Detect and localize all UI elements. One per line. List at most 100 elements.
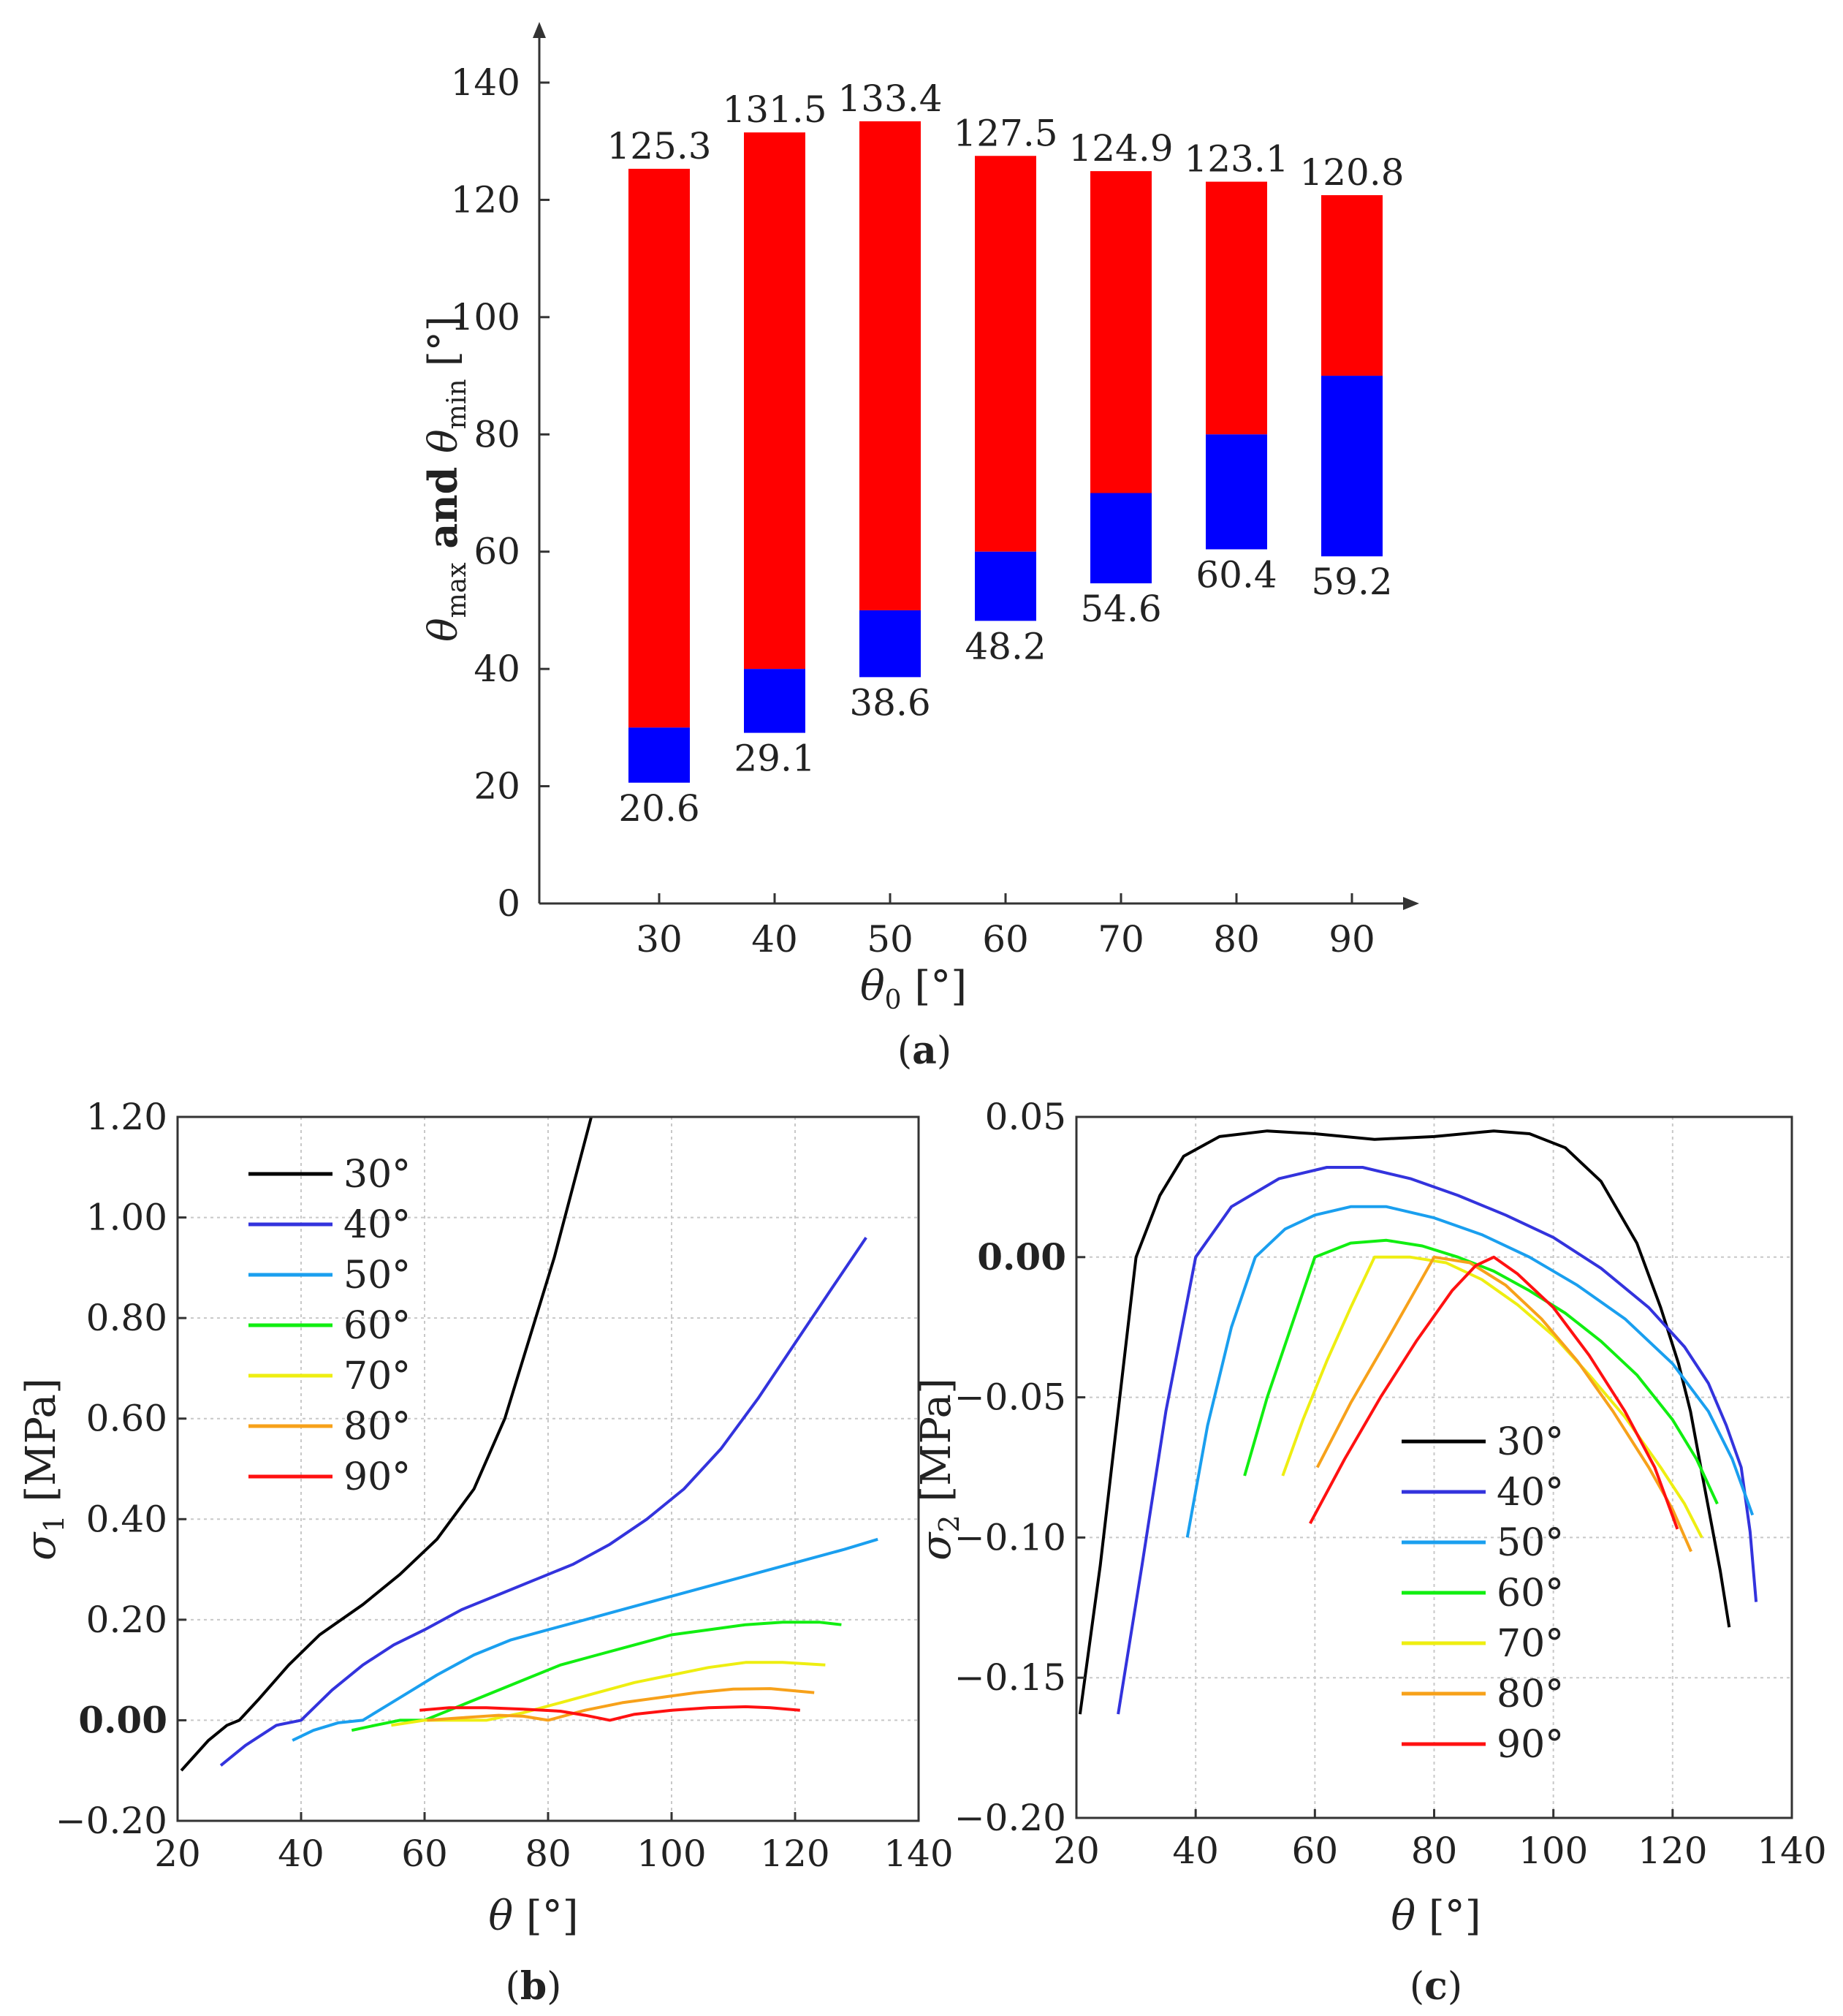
- max-bar: [1321, 195, 1383, 376]
- max-bar: [1090, 171, 1152, 493]
- legend-label: 80°: [343, 1405, 411, 1449]
- x-tick-label: 50: [867, 918, 913, 960]
- y-tick-label: −0.15: [954, 1656, 1066, 1699]
- series-line-30deg: [180, 1117, 593, 1772]
- series-line-30deg: [1078, 1129, 1731, 1715]
- series-line-40deg: [1117, 1166, 1758, 1715]
- min-value-label: 60.4: [1196, 554, 1277, 596]
- x-ticks: 20 40 60 80 100 120 140: [154, 1812, 954, 1875]
- x-tick-label: 20: [1053, 1830, 1100, 1872]
- series-line-70deg: [391, 1661, 826, 1727]
- x-tick-label: 80: [525, 1833, 571, 1875]
- y-tick-label: 0.20: [86, 1599, 167, 1641]
- y-tick-label: 0.60: [86, 1398, 167, 1440]
- x-axis-title: θ [°]: [488, 1892, 578, 1940]
- y-axis-title: σ1 [MPa]: [18, 1378, 70, 1561]
- x-tick-label: 40: [278, 1833, 324, 1875]
- y-ticks: −0.20 −0.15 −0.10 −0.05 0.00 0.05: [954, 1096, 1085, 1839]
- panel-label-b: (b): [506, 1964, 562, 2009]
- max-value-label: 127.5: [953, 112, 1057, 154]
- min-value-label: 59.2: [1311, 561, 1392, 603]
- min-value-label: 38.6: [849, 681, 930, 724]
- legend-label: 70°: [1497, 1622, 1564, 1666]
- panel-label-c: (c): [1410, 1964, 1462, 2009]
- min-bar: [1206, 434, 1267, 550]
- min-bar: [628, 727, 690, 783]
- x-tick-label: 30: [636, 918, 683, 960]
- legend-label: 60°: [343, 1304, 411, 1348]
- min-bar: [744, 669, 805, 733]
- x-tick-label: 60: [982, 918, 1029, 960]
- min-bar: [1090, 493, 1152, 584]
- min-bar: [975, 551, 1036, 621]
- line-chart-panel-b: −0.20 0.00 0.20 0.40 0.60 0.80 1.00 1.20 20 40 60…: [18, 1096, 954, 2009]
- x-tick-label: 20: [154, 1833, 201, 1875]
- grid: [1076, 1117, 1792, 1818]
- y-tick-label: 1.00: [86, 1197, 167, 1239]
- legend-label: 30°: [343, 1153, 411, 1197]
- legend-label: 80°: [1497, 1672, 1564, 1716]
- x-tick-label: 80: [1411, 1830, 1458, 1872]
- y-tick-label: −0.10: [954, 1516, 1066, 1558]
- x-tick-label: 120: [760, 1833, 829, 1875]
- series-line-50deg: [292, 1537, 878, 1742]
- legend-label: 50°: [343, 1254, 411, 1297]
- y-ticks: 0 20 40 60 80 100 120 140: [451, 61, 550, 925]
- y-axis-title: θmax and θmin [°]: [419, 316, 472, 642]
- x-tick-label: 80: [1213, 918, 1260, 960]
- y-tick-label: −0.20: [56, 1800, 167, 1842]
- legend-label: 90°: [1497, 1723, 1564, 1767]
- x-axis-arrow: [1403, 897, 1419, 910]
- legend-label: 40°: [343, 1203, 411, 1247]
- max-value-label: 131.5: [722, 88, 826, 131]
- bar-group: [628, 121, 1383, 783]
- legend: 30° 40° 50° 60° 70° 80° 90°: [1402, 1420, 1564, 1767]
- series-line-40deg: [219, 1236, 867, 1767]
- x-tick-label: 60: [401, 1833, 448, 1875]
- x-tick-label: 40: [1172, 1830, 1219, 1872]
- y-tick-label: 0: [497, 882, 520, 925]
- max-bar: [744, 132, 805, 670]
- x-tick-label: 100: [1519, 1830, 1588, 1872]
- y-tick-label: −0.05: [954, 1376, 1066, 1419]
- min-value-label: 54.6: [1080, 588, 1161, 630]
- x-tick-label: 40: [751, 918, 798, 960]
- y-tick-label: 0.00: [977, 1235, 1066, 1278]
- data-labels: 125.3 20.6 131.5 29.1 133.4 38.6 127.5 48.2 124.…: [607, 77, 1404, 830]
- panel-label-a: (a): [897, 1028, 951, 1073]
- y-tick-label: 1.20: [86, 1096, 167, 1138]
- y-tick-label: 20: [474, 765, 520, 808]
- y-tick-label: 0.80: [86, 1297, 167, 1339]
- legend-label: 90°: [343, 1455, 411, 1499]
- x-tick-label: 140: [884, 1833, 953, 1875]
- x-axis-title: θ [°]: [1391, 1892, 1481, 1940]
- series-line-50deg: [1185, 1205, 1755, 1538]
- x-tick-label: 70: [1098, 918, 1144, 960]
- min-bar: [859, 610, 921, 678]
- max-bar: [859, 121, 921, 610]
- grid: [178, 1117, 919, 1821]
- series-lines: [180, 1117, 878, 1772]
- max-value-label: 123.1: [1184, 138, 1288, 181]
- x-tick-label: 120: [1638, 1830, 1707, 1872]
- y-axis-title: σ2 [MPa]: [913, 1378, 965, 1561]
- y-tick-label: −0.20: [954, 1797, 1066, 1839]
- legend-label: 40°: [1497, 1471, 1564, 1515]
- legend-label: 50°: [1497, 1521, 1564, 1565]
- min-value-label: 48.2: [965, 625, 1046, 667]
- min-value-label: 20.6: [618, 787, 699, 830]
- max-bar: [628, 168, 690, 728]
- y-tick-label: 0.40: [86, 1498, 167, 1540]
- y-tick-label: 0.05: [985, 1096, 1066, 1138]
- max-value-label: 124.9: [1068, 127, 1173, 170]
- max-bar: [1206, 181, 1267, 435]
- min-bar: [1321, 376, 1383, 557]
- max-value-label: 133.4: [837, 77, 942, 120]
- x-ticks: 30 40 50 60 70 80 90: [636, 893, 1375, 960]
- series-line-80deg: [1315, 1255, 1692, 1553]
- y-tick-label: 100: [451, 296, 520, 338]
- legend-label: 30°: [1497, 1420, 1564, 1464]
- y-axis-arrow: [533, 22, 546, 38]
- line-chart-panel-c: −0.20 −0.15 −0.10 −0.05 0.00 0.05 20 40 60 80 100…: [913, 1096, 1827, 2009]
- legend-label: 60°: [1497, 1572, 1564, 1615]
